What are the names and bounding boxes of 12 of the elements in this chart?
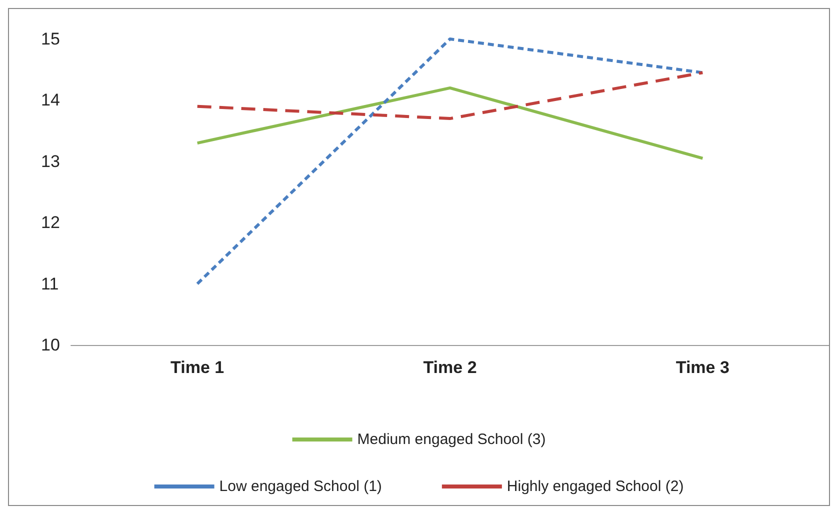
y-tick-label: 15: [41, 30, 60, 48]
y-tick-label: 11: [41, 274, 59, 294]
x-tick-label: Time 2: [423, 358, 477, 377]
x-tick-label: Time 1: [170, 358, 224, 377]
y-tick-label: 12: [41, 213, 60, 232]
legend-label: Medium engaged School (3): [357, 431, 546, 448]
x-tick-label: Time 3: [676, 358, 730, 377]
legend-label: Low engaged School (1): [219, 478, 382, 495]
legend-label: Highly engaged School (2): [506, 478, 684, 495]
y-tick-label: 13: [41, 152, 60, 171]
y-tick-label: 14: [41, 90, 60, 110]
y-tick-label: 10: [41, 336, 60, 354]
